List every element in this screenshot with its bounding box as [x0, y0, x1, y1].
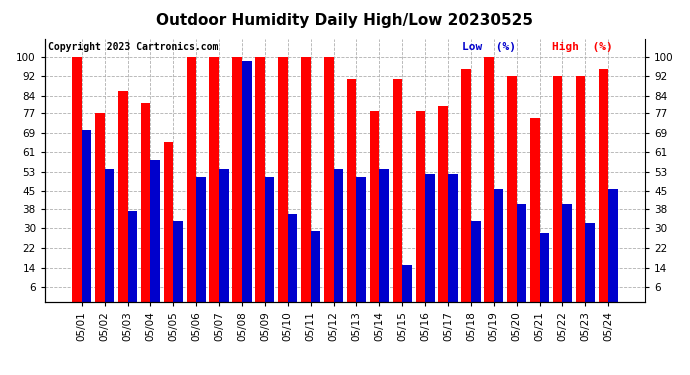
- Bar: [128, 211, 137, 302]
- Bar: [347, 79, 357, 302]
- Bar: [72, 57, 81, 302]
- Bar: [310, 231, 320, 302]
- Text: Low  (%): Low (%): [462, 42, 516, 52]
- Bar: [425, 174, 435, 302]
- Bar: [494, 189, 504, 302]
- Bar: [141, 103, 150, 302]
- Text: High  (%): High (%): [552, 42, 613, 52]
- Bar: [357, 177, 366, 302]
- Bar: [242, 62, 252, 302]
- Bar: [210, 57, 219, 302]
- Bar: [393, 79, 402, 302]
- Bar: [164, 142, 173, 302]
- Text: Copyright 2023 Cartronics.com: Copyright 2023 Cartronics.com: [48, 42, 218, 52]
- Bar: [186, 57, 196, 302]
- Bar: [301, 57, 310, 302]
- Bar: [81, 130, 91, 302]
- Bar: [95, 113, 105, 302]
- Bar: [415, 111, 425, 302]
- Bar: [471, 221, 480, 302]
- Bar: [265, 177, 275, 302]
- Bar: [402, 265, 412, 302]
- Bar: [219, 170, 228, 302]
- Bar: [562, 204, 572, 302]
- Bar: [233, 57, 242, 302]
- Bar: [575, 76, 585, 302]
- Bar: [196, 177, 206, 302]
- Bar: [517, 204, 526, 302]
- Bar: [530, 118, 540, 302]
- Bar: [380, 170, 389, 302]
- Bar: [370, 111, 380, 302]
- Bar: [105, 170, 115, 302]
- Bar: [438, 106, 448, 302]
- Bar: [288, 213, 297, 302]
- Bar: [278, 57, 288, 302]
- Bar: [585, 224, 595, 302]
- Text: Outdoor Humidity Daily High/Low 20230525: Outdoor Humidity Daily High/Low 20230525: [157, 13, 533, 28]
- Bar: [333, 170, 343, 302]
- Bar: [324, 57, 333, 302]
- Bar: [507, 76, 517, 302]
- Bar: [448, 174, 457, 302]
- Bar: [484, 57, 494, 302]
- Bar: [118, 91, 128, 302]
- Bar: [540, 233, 549, 302]
- Bar: [150, 160, 160, 302]
- Bar: [255, 57, 265, 302]
- Bar: [173, 221, 183, 302]
- Bar: [599, 69, 609, 302]
- Bar: [553, 76, 562, 302]
- Bar: [609, 189, 618, 302]
- Bar: [462, 69, 471, 302]
